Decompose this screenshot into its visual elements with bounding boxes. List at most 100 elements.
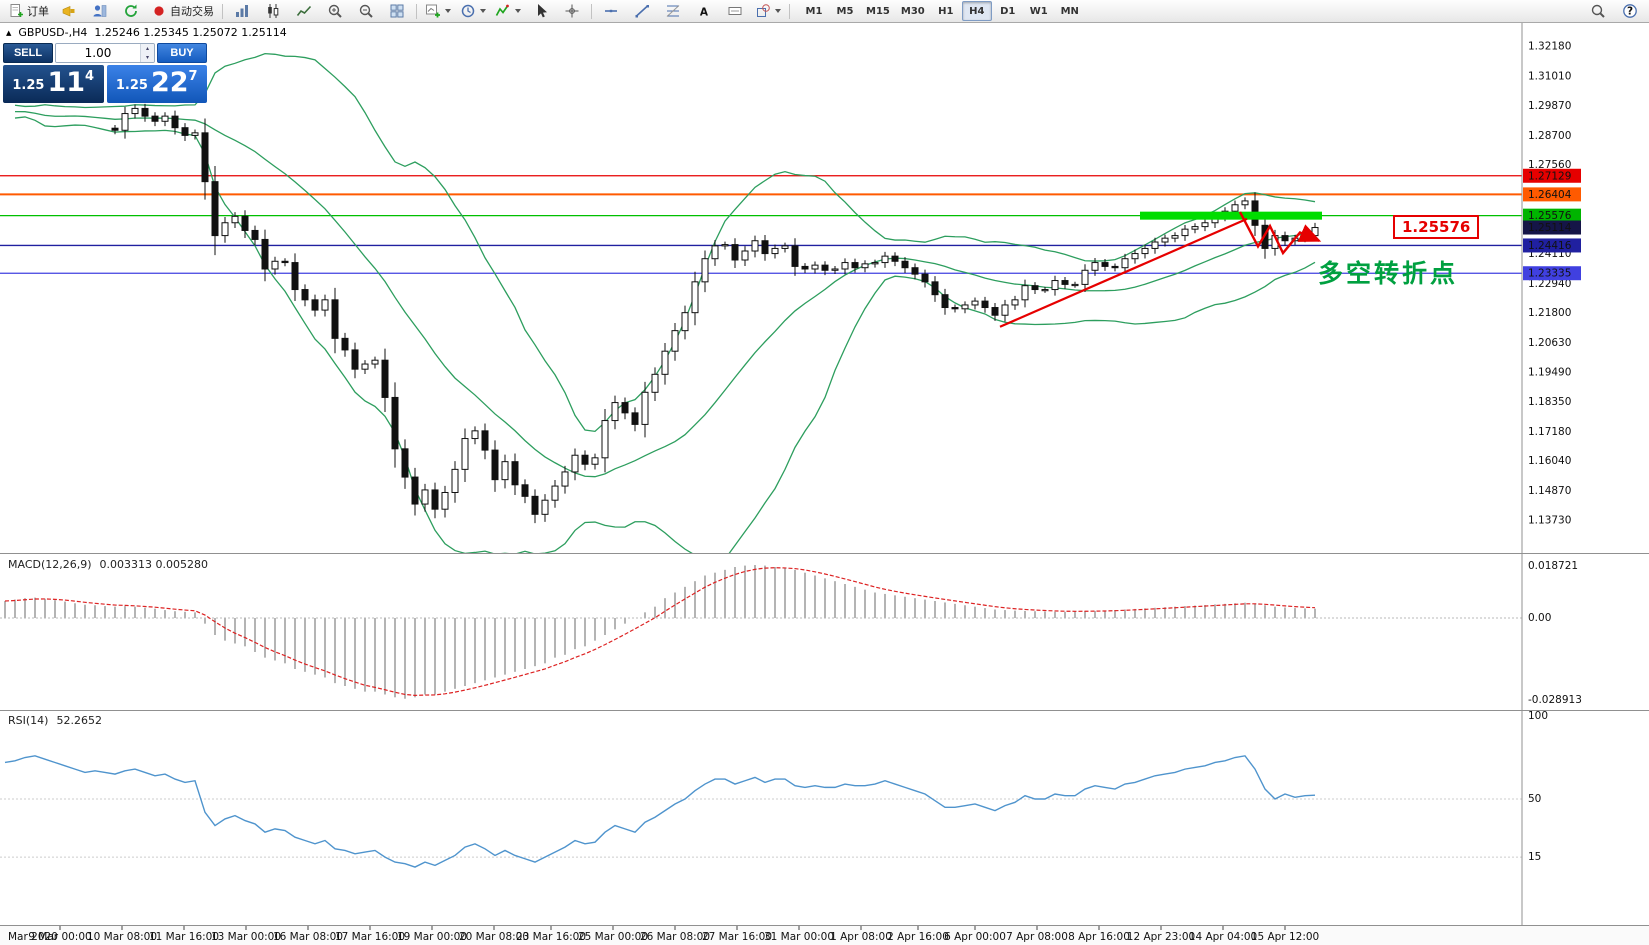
timeframe-m30-button[interactable]: M30 xyxy=(900,5,925,17)
price-tag xyxy=(1523,208,1581,223)
timeframe-m5-button[interactable]: M5 xyxy=(836,5,854,17)
candle xyxy=(281,258,289,267)
rsi-axis-label: 50 xyxy=(1528,793,1541,805)
new-order-button[interactable]: 订单 xyxy=(4,0,53,22)
price-axis[interactable]: 1.321801.310101.298701.287001.275601.241… xyxy=(1523,41,1582,864)
volume-increase-button[interactable]: ▴ xyxy=(141,44,154,53)
macd-pane-label: MACD(12,26,9) 0.003313 0.005280 xyxy=(8,558,208,571)
fibonacci-tool-button[interactable] xyxy=(658,0,688,22)
text-tool-button[interactable]: A xyxy=(689,0,719,22)
rsi-pane[interactable] xyxy=(0,755,1522,868)
search-button[interactable] xyxy=(1583,0,1613,22)
volume-decrease-button[interactable]: ▾ xyxy=(141,53,154,62)
zigzag-arrow-object[interactable] xyxy=(1238,211,1322,256)
zoom-out-button[interactable] xyxy=(351,0,381,22)
candle xyxy=(111,125,119,135)
time-axis-label: 7 Apr 08:00 xyxy=(1006,931,1068,943)
chevron-down-icon xyxy=(775,9,781,13)
hline-tool-button[interactable] xyxy=(596,0,626,22)
candle xyxy=(121,106,129,139)
autotrading-button[interactable]: 自动交易 xyxy=(147,0,218,22)
cursor-tool-button[interactable] xyxy=(526,0,556,22)
candle xyxy=(1001,299,1009,322)
timeframe-h4-button[interactable]: H4 xyxy=(961,1,992,21)
timeframe-d1-button[interactable]: D1 xyxy=(1000,5,1016,17)
alerts-button[interactable] xyxy=(54,0,84,22)
price-tag-label: 1.26404 xyxy=(1528,189,1572,201)
candle xyxy=(1141,244,1149,259)
time-axis-label: 27 Mar 16:00 xyxy=(702,931,772,943)
price-tag-label: 1.25114 xyxy=(1528,222,1572,234)
time-axis-label: 23 Mar 16:00 xyxy=(516,931,586,943)
refresh-button[interactable] xyxy=(116,0,146,22)
one-click-trading-panel: SELL ▴ ▾ BUY 1.25 11 4 1.25 22 7 xyxy=(3,43,207,103)
timeframe-w1-button[interactable]: W1 xyxy=(1029,5,1048,17)
volume-spinner: ▴ ▾ xyxy=(140,44,154,62)
candle xyxy=(661,342,669,385)
trendline-tool-button[interactable] xyxy=(627,0,657,22)
time-axis-label: 31 Mar 00:00 xyxy=(764,931,834,943)
candle xyxy=(421,483,429,512)
timeframe-m1-button[interactable]: M1 xyxy=(805,5,823,17)
zoom-in-button[interactable] xyxy=(320,0,350,22)
toolbar-separator xyxy=(222,3,223,19)
time-axis-label: 15 Apr 12:00 xyxy=(1251,931,1319,943)
candle xyxy=(811,261,819,274)
timeframe-mn-button[interactable]: MN xyxy=(1060,5,1079,17)
timeframe-m15-button[interactable]: M15 xyxy=(866,5,890,17)
label-tool-button[interactable] xyxy=(720,0,750,22)
candle xyxy=(851,258,859,273)
toolbar-separator xyxy=(591,3,592,19)
turning-point-label[interactable]: 多空转折点 xyxy=(1318,259,1459,288)
indicators-button[interactable] xyxy=(491,0,525,22)
periods-button[interactable] xyxy=(456,0,490,22)
sell-price-panel[interactable]: 1.25 11 4 xyxy=(3,65,104,103)
time-axis-label: 6 Apr 00:00 xyxy=(944,931,1006,943)
macd-pane[interactable] xyxy=(0,565,1522,699)
bar-chart-mode-button[interactable] xyxy=(227,0,257,22)
candle xyxy=(331,287,339,354)
buy-price-panel[interactable]: 1.25 22 7 xyxy=(106,65,207,103)
autotrading-icon xyxy=(154,6,164,16)
candle xyxy=(511,453,519,496)
crosshair-tool-button[interactable] xyxy=(557,0,587,22)
chart-title: ▲ GBPUSD-,H4 1.25246 1.25345 1.25072 1.2… xyxy=(6,26,287,39)
candle xyxy=(451,461,459,503)
toolbar-separator xyxy=(789,3,790,19)
volume-input[interactable] xyxy=(56,44,140,62)
sell-button[interactable]: SELL xyxy=(3,43,53,63)
candle xyxy=(891,252,899,267)
line-chart-mode-button[interactable] xyxy=(289,0,319,22)
candlestick-mode-button[interactable] xyxy=(258,0,288,22)
help-button[interactable]: ? xyxy=(1615,0,1645,22)
buy-price-base: 1.25 xyxy=(115,78,148,93)
candle xyxy=(1111,263,1119,272)
shapes-tool-button[interactable] xyxy=(751,0,785,22)
candle xyxy=(211,166,219,256)
macd-indicator-values: 0.003313 0.005280 xyxy=(99,558,209,571)
market-watch-button[interactable] xyxy=(85,0,115,22)
price-level-callout[interactable]: 1.25576 xyxy=(1393,215,1480,239)
new-order-icon xyxy=(10,4,23,17)
price-axis-label: 1.20630 xyxy=(1528,337,1571,349)
candle xyxy=(1061,276,1069,289)
trendline-tool-icon xyxy=(635,5,649,18)
candle xyxy=(671,323,679,361)
new-order-label: 订单 xyxy=(27,5,49,18)
tile-windows-button[interactable] xyxy=(382,0,412,22)
sell-price-base: 1.25 xyxy=(12,78,45,93)
timeframe-h1-button[interactable]: H1 xyxy=(938,5,954,17)
trendline-object[interactable] xyxy=(999,217,1248,328)
candle xyxy=(201,118,209,200)
support-zone-rectangle[interactable] xyxy=(1140,211,1322,220)
crosshair-icon xyxy=(565,4,579,18)
price-axis-label: 1.16040 xyxy=(1528,455,1571,467)
main-chart-pane[interactable] xyxy=(0,53,1522,564)
buy-button[interactable]: BUY xyxy=(157,43,207,63)
new-chart-button[interactable] xyxy=(421,0,455,22)
toolbar-separator xyxy=(416,3,417,19)
candle xyxy=(231,212,239,229)
price-tag xyxy=(1523,238,1581,253)
